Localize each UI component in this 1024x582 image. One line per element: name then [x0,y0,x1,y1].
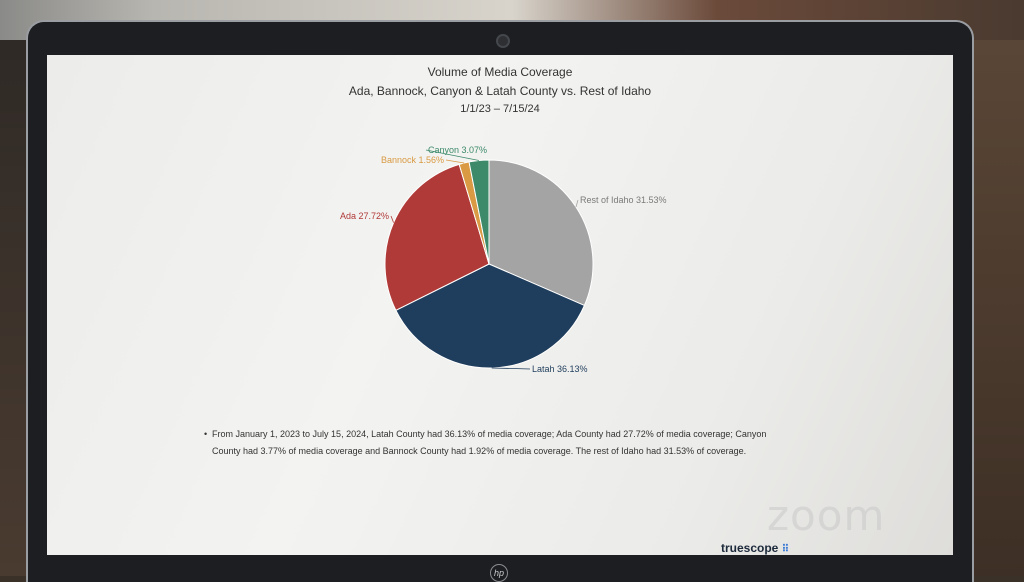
pie-leader-line [390,215,394,223]
pie-leader-line [575,199,579,208]
brand-name: truescope [721,541,779,555]
chart-title: Volume of Media Coverage [427,65,573,79]
pie-leader-line [491,367,531,370]
pie-slice-label: Latah 36.13% [532,364,588,374]
pie-slice-label: Ada 27.72% [340,211,389,221]
background-right [964,40,1024,576]
summary-note: • From January 1, 2023 to July 15, 2024,… [204,426,797,460]
zoom-watermark: zoom [767,491,886,540]
pie-slice [384,163,490,311]
bullet: • [204,429,208,439]
pie-chart: Rest of Idaho 31.53% Latah 36.13% Ada 27.7… [340,145,667,374]
brand-mark-icon: ⠿ [781,544,790,555]
webcam-icon [496,34,510,48]
summary-text: From January 1, 2023 to July 15, 2024, L… [212,429,767,456]
pie-slice [488,159,594,307]
pie-leader-line [445,159,465,164]
pie-leader-line [425,149,480,161]
pie-slice-label: Canyon 3.07% [428,145,487,155]
chart-date-range: 1/1/23 – 7/15/24 [460,103,540,115]
hp-logo: hp [490,564,508,582]
pie-slice-label: Bannock 1.56% [381,155,444,165]
chart-subtitle: Ada, Bannock, Canyon & Latah County vs. … [348,84,652,98]
laptop-screen: Volume of Media Coverage Ada, Bannock, C… [47,55,953,555]
truescope-logo: truescope ⠿ [721,541,789,555]
pie-slice-label: Rest of Idaho 31.53% [580,195,667,205]
